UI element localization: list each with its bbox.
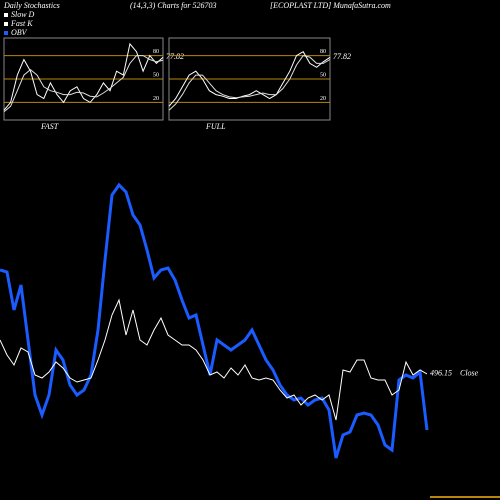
panel-title: FULL — [205, 122, 226, 131]
series-line — [3, 42, 164, 111]
source: [ECOPLAST LTD] MunafaSutra.com — [270, 1, 391, 10]
legend-label: OBV — [11, 28, 28, 37]
legend-swatch — [4, 22, 8, 26]
legend-swatch — [4, 13, 8, 17]
subtitle: (14,3,3) Charts for 526703 — [130, 1, 216, 10]
y-tick-label: 50 — [320, 72, 326, 78]
series-line — [0, 182, 429, 459]
y-tick-label: 20 — [320, 96, 326, 102]
y-tick-label: 20 — [153, 96, 159, 102]
legend-label: Slow D — [11, 10, 35, 19]
series-line — [168, 55, 331, 111]
value-label: 77.82 — [333, 52, 351, 61]
y-tick-label: 80 — [153, 49, 159, 55]
series-line — [0, 298, 428, 421]
legend-swatch — [4, 31, 8, 35]
legend-label: Fast K — [10, 19, 33, 28]
title: Daily Stochastics — [3, 1, 60, 10]
y-tick-label: 50 — [153, 72, 159, 78]
panel-title: FAST — [40, 122, 59, 131]
series-line — [3, 55, 164, 113]
series-name: Close — [460, 369, 479, 378]
y-tick-label: 80 — [320, 49, 326, 55]
value-label: 496.15 — [430, 369, 452, 378]
series-line — [168, 51, 331, 107]
value-label: 77.82 — [166, 52, 184, 61]
